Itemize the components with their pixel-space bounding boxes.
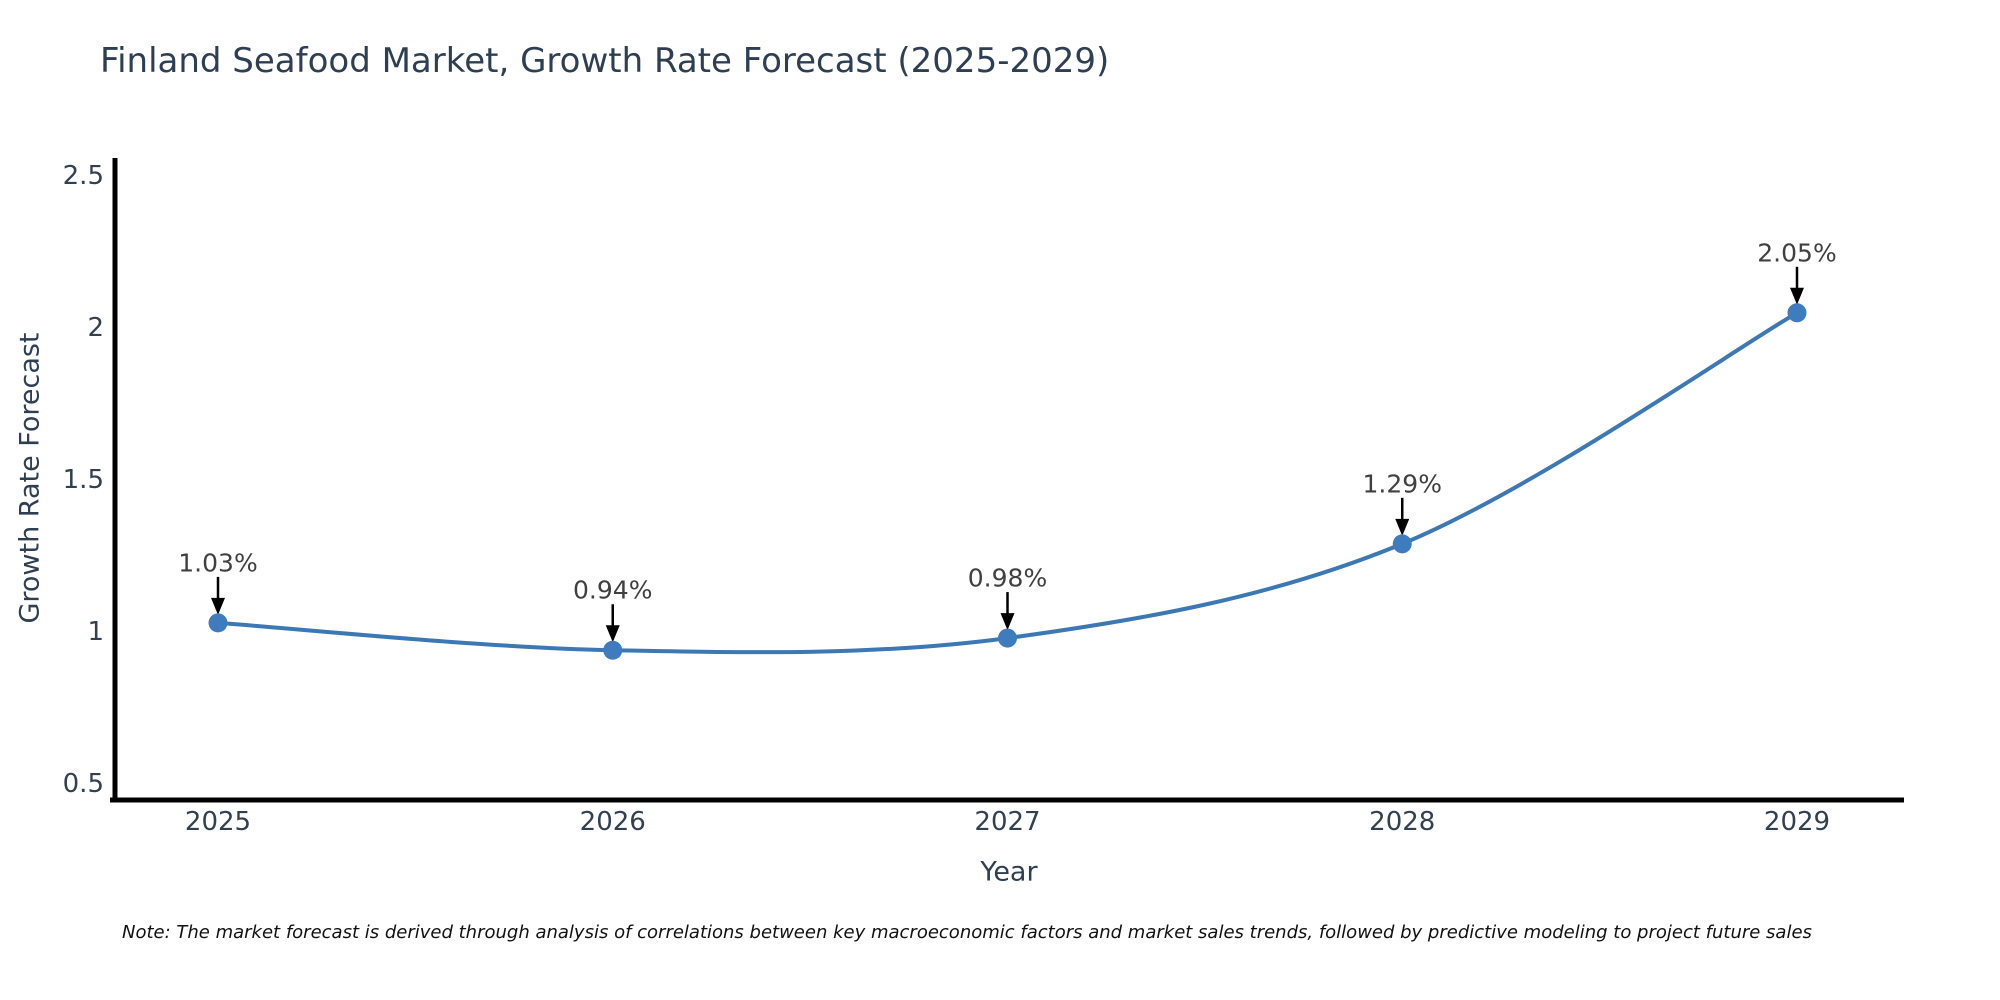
y-tick-label: 2.5 <box>63 161 104 191</box>
data-point-label: 0.94% <box>573 576 652 605</box>
annotation-arrowhead <box>605 625 620 643</box>
annotation-arrowhead <box>1395 518 1410 536</box>
x-axis-title: Year <box>980 856 1038 888</box>
data-point <box>208 613 228 633</box>
y-axis-title: Growth Rate Forecast <box>14 332 46 624</box>
annotation-arrowhead <box>1790 287 1804 305</box>
forecast-line <box>216 310 1799 655</box>
chart-title: Finland Seafood Market, Growth Rate Fore… <box>100 41 1110 81</box>
annotation-arrowhead <box>211 597 225 615</box>
data-point-label: 1.03% <box>178 548 257 577</box>
data-point <box>998 628 1017 648</box>
x-tick-label: 2025 <box>185 807 251 837</box>
data-point <box>603 640 623 660</box>
y-tick-label: 1 <box>87 617 104 647</box>
data-point-label: 2.05% <box>1757 238 1836 267</box>
data-point-label: 1.29% <box>1363 469 1442 498</box>
y-tick-label: 1.5 <box>63 465 104 495</box>
annotation-arrowhead <box>1000 613 1015 631</box>
x-tick-label: 2027 <box>974 807 1040 837</box>
x-tick-label: 2028 <box>1369 807 1435 837</box>
data-point <box>1392 534 1412 554</box>
data-point-label: 0.98% <box>968 564 1047 593</box>
y-tick-label: 0.5 <box>63 769 104 799</box>
y-tick-label: 2 <box>87 313 104 343</box>
x-tick-label: 2029 <box>1764 807 1830 837</box>
footnote: Note: The market forecast is derived thr… <box>122 922 1812 943</box>
x-tick-label: 2026 <box>580 807 646 837</box>
data-point <box>1787 303 1807 323</box>
